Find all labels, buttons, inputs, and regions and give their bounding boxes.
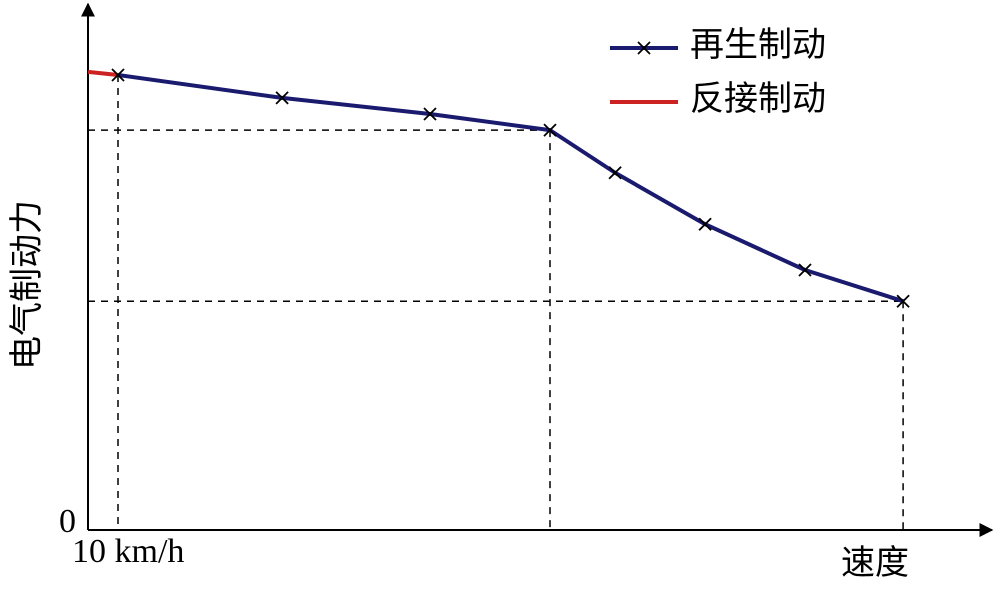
point-marker — [608, 166, 622, 180]
legend-label: 再生制动 — [690, 26, 826, 64]
point-marker — [896, 294, 910, 308]
point-marker — [698, 217, 712, 231]
point-marker — [543, 123, 557, 137]
point-marker — [275, 91, 289, 105]
y-tick-label: 0 — [59, 503, 76, 540]
x-axis-label: 速度 — [841, 544, 909, 582]
series-line — [87, 69, 119, 77]
legend-label: 反接制动 — [690, 81, 826, 118]
legend-marker — [637, 41, 651, 55]
point-marker — [423, 107, 437, 121]
point-marker — [798, 263, 812, 277]
x-tick-label: 10 km/h — [72, 533, 184, 570]
y-axis-label: 电气制动力 — [8, 200, 46, 370]
point-marker — [111, 68, 125, 82]
series-line — [117, 73, 904, 304]
